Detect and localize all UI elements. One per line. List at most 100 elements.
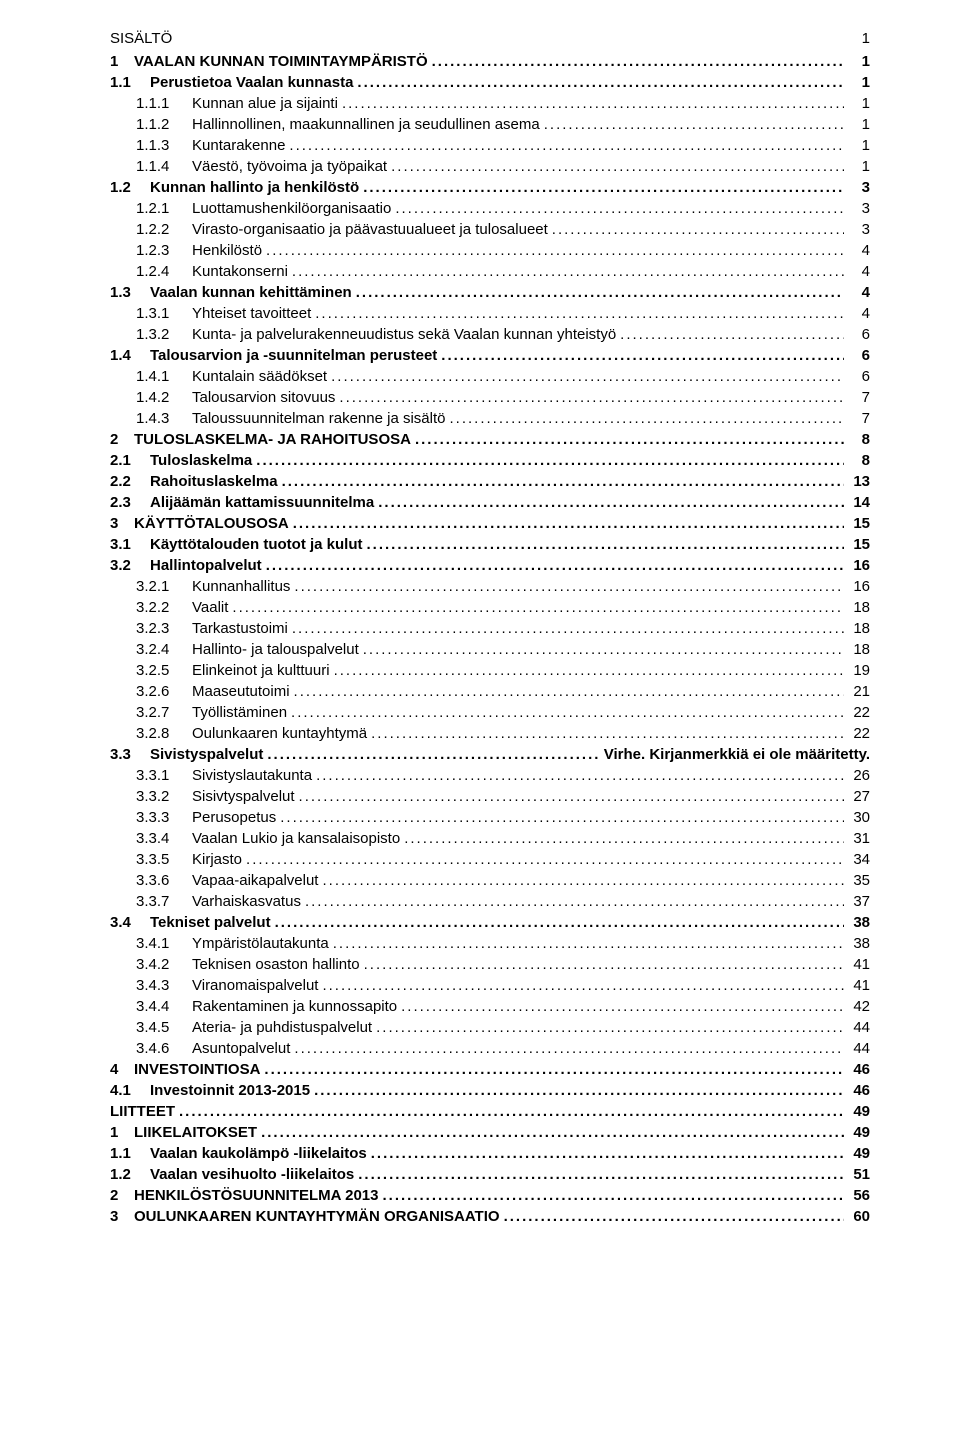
toc-entry: 3.4Tekniset palvelut38 — [110, 912, 870, 933]
toc-entry-label: Tekniset palvelut — [150, 912, 275, 933]
toc-entry-page: 30 — [844, 807, 870, 828]
toc-entry: 3.2.1Kunnanhallitus16 — [110, 576, 870, 597]
toc-entry-page: 15 — [844, 534, 870, 555]
toc-entry-page: 13 — [844, 471, 870, 492]
toc-leader-dots — [364, 954, 844, 975]
toc-entry: 1.3.1Yhteiset tavoitteet4 — [110, 303, 870, 324]
toc-entry-page: 60 — [844, 1206, 870, 1227]
toc-entry-label: Kunta- ja palvelurakenneuudistus sekä Va… — [192, 324, 620, 345]
toc-entry-page: 18 — [844, 639, 870, 660]
toc-entry-page: 21 — [844, 681, 870, 702]
toc-entry-label: Yhteiset tavoitteet — [192, 303, 315, 324]
toc-leader-dots — [331, 366, 844, 387]
toc-leader-dots — [620, 324, 844, 345]
toc-leader-dots — [299, 786, 844, 807]
toc-entry-label: Virasto-organisaatio ja päävastuualueet … — [192, 219, 552, 240]
toc-entry: 3.4.4Rakentaminen ja kunnossapito42 — [110, 996, 870, 1017]
toc-entry-number: 3.3.4 — [136, 828, 192, 849]
toc-entry-number: 3.2.2 — [136, 597, 192, 618]
toc-leader-dots — [544, 114, 844, 135]
toc-entry-number: 2 — [110, 1185, 134, 1206]
toc-entry-label: Teknisen osaston hallinto — [192, 954, 364, 975]
toc-entry-number: 2 — [110, 429, 134, 450]
toc-entry: 3.4.6Asuntopalvelut44 — [110, 1038, 870, 1059]
toc-entry-number: 1 — [110, 51, 134, 72]
toc-entry-number: 3.3.7 — [136, 891, 192, 912]
toc-entry-number: 1.1.1 — [136, 93, 192, 114]
toc-entry-label: Elinkeinot ja kulttuuri — [192, 660, 334, 681]
toc-entry: 3.3.2Sisivtyspalvelut27 — [110, 786, 870, 807]
toc-leader-dots — [391, 156, 844, 177]
toc-entry-number: 3.2.7 — [136, 702, 192, 723]
toc-entry-number: 2.3 — [110, 492, 150, 513]
toc-entry-number: 1.1.4 — [136, 156, 192, 177]
toc-entry-number: 1.3.2 — [136, 324, 192, 345]
toc-entry: 1.4.1Kuntalain säädökset6 — [110, 366, 870, 387]
toc-leader-dots — [293, 513, 844, 534]
toc-entry: 3.3.1Sivistyslautakunta26 — [110, 765, 870, 786]
toc-entry: 3.2.5Elinkeinot ja kulttuuri19 — [110, 660, 870, 681]
toc-leader-dots — [275, 912, 844, 933]
toc-entry-label: Rahoituslaskelma — [150, 471, 282, 492]
toc-entry: 1.2.1Luottamushenkilöorganisaatio3 — [110, 198, 870, 219]
toc-entry: 3.4.3Viranomaispalvelut41 — [110, 975, 870, 996]
toc-entry-number: 1.1 — [110, 1143, 150, 1164]
toc-entry: 1.3.2Kunta- ja palvelurakenneuudistus se… — [110, 324, 870, 345]
toc-entry: 3.3.6Vapaa-aikapalvelut35 — [110, 870, 870, 891]
toc-entry: 4INVESTOINTIOSA46 — [110, 1059, 870, 1080]
toc-leader-dots — [441, 345, 844, 366]
toc-entry-page: 26 — [844, 765, 870, 786]
toc-entry: 1.2.4Kuntakonserni4 — [110, 261, 870, 282]
toc-leader-dots — [366, 534, 844, 555]
toc-entry: 1.4Talousarvion ja -suunnitelman peruste… — [110, 345, 870, 366]
toc-entry: 4.1Investoinnit 2013-201546 — [110, 1080, 870, 1101]
toc-entry-number: 1.2 — [110, 177, 150, 198]
toc-entry-label: LIITTEET — [110, 1101, 179, 1122]
toc-entry: 3.4.1Ympäristölautakunta38 — [110, 933, 870, 954]
toc-entry-number: 3.4.6 — [136, 1038, 192, 1059]
toc-leader-dots — [401, 996, 844, 1017]
toc-entry-label: Kuntakonserni — [192, 261, 292, 282]
toc-entry-label: Hallintopalvelut — [150, 555, 266, 576]
toc-leader-dots — [333, 933, 844, 954]
toc-entry-page: 49 — [844, 1101, 870, 1122]
toc-entry-number: 3.4.1 — [136, 933, 192, 954]
toc-entry-number: 1 — [110, 1122, 134, 1143]
toc-entry-label: Taloussuunnitelman rakenne ja sisältö — [192, 408, 449, 429]
toc-entry: 1.1Vaalan kaukolämpö -liikelaitos49 — [110, 1143, 870, 1164]
toc-entry-label: Sivistyspalvelut — [150, 744, 267, 765]
toc-entry-number: 1.2.3 — [136, 240, 192, 261]
toc-leader-dots — [395, 198, 844, 219]
toc-entry: 1LIIKELAITOKSET49 — [110, 1122, 870, 1143]
toc-leader-dots — [322, 870, 844, 891]
toc-entry-page: 49 — [844, 1122, 870, 1143]
toc-entry-label: Väestö, työvoima ja työpaikat — [192, 156, 391, 177]
toc-entry-number: 3.3 — [110, 744, 150, 765]
toc-entry: 3.2.4Hallinto- ja talouspalvelut18 — [110, 639, 870, 660]
toc-entry-page: 1 — [844, 135, 870, 156]
toc-entry-page: 37 — [844, 891, 870, 912]
toc-entry-label: Kunnan alue ja sijainti — [192, 93, 342, 114]
toc-leader-dots — [322, 975, 844, 996]
toc-entry-label: Kuntarakenne — [192, 135, 289, 156]
toc-entry-number: 3.4.3 — [136, 975, 192, 996]
toc-leader-dots — [246, 849, 844, 870]
toc-entry-page: 38 — [844, 933, 870, 954]
toc-entry: 1.2Vaalan vesihuolto -liikelaitos51 — [110, 1164, 870, 1185]
toc-entry-number: 1.1.3 — [136, 135, 192, 156]
toc-entry-page: 44 — [844, 1038, 870, 1059]
toc-entry-page: 8 — [844, 429, 870, 450]
toc-entry-page: 1 — [844, 72, 870, 93]
table-of-contents: 1VAALAN KUNNAN TOIMINTAYMPÄRISTÖ11.1Peru… — [110, 51, 870, 1227]
toc-entry-number: 3.4 — [110, 912, 150, 933]
toc-entry: 3.2.8Oulunkaaren kuntayhtymä22 — [110, 723, 870, 744]
toc-entry-number: 3.1 — [110, 534, 150, 555]
toc-entry-page: 3 — [844, 198, 870, 219]
toc-entry-label: Alijäämän kattamissuunnitelma — [150, 492, 378, 513]
toc-entry-label: Vaalan vesihuolto -liikelaitos — [150, 1164, 358, 1185]
toc-leader-dots — [356, 282, 844, 303]
toc-entry: 3.3.5Kirjasto34 — [110, 849, 870, 870]
toc-entry-number: 1.4.2 — [136, 387, 192, 408]
toc-entry-page: 16 — [844, 555, 870, 576]
toc-entry-number: 4 — [110, 1059, 134, 1080]
